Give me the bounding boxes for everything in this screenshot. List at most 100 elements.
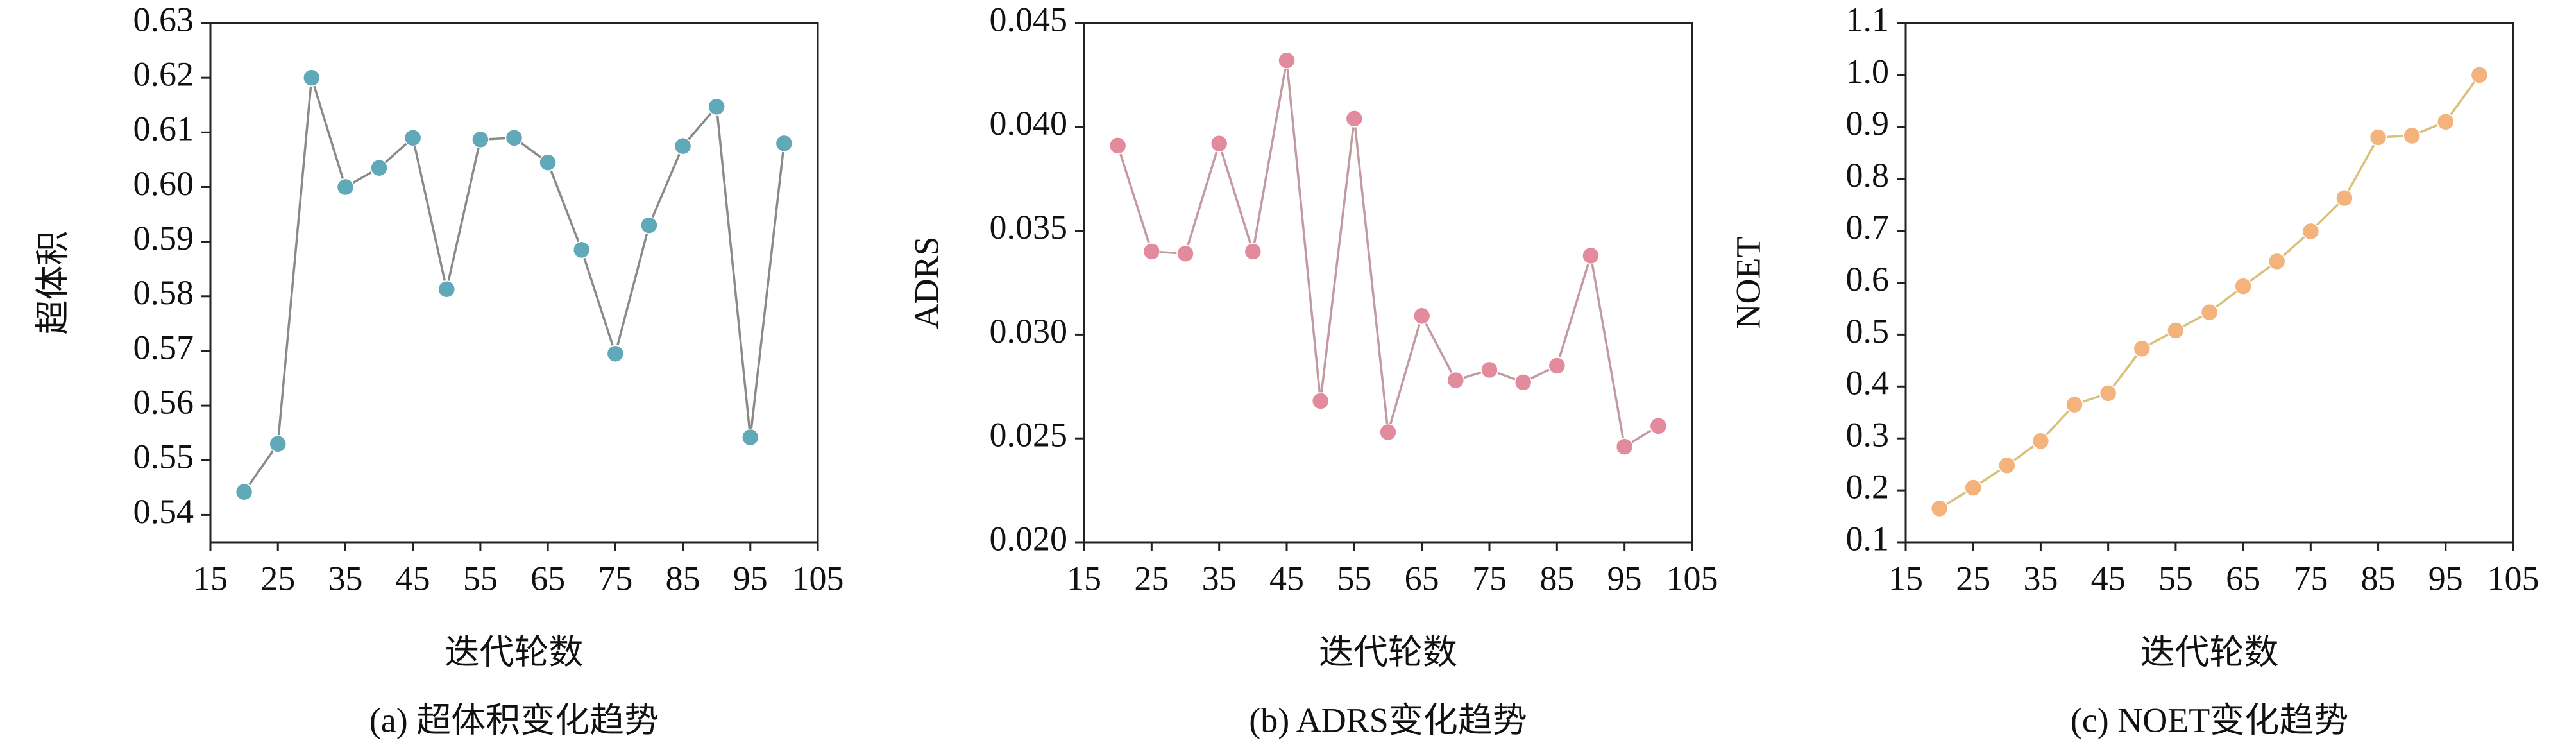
x-tick-label: 35 bbox=[1202, 559, 1237, 597]
data-point bbox=[1345, 110, 1364, 128]
data-point bbox=[2031, 432, 2050, 450]
data-point bbox=[505, 129, 523, 147]
x-tick-label: 25 bbox=[1956, 559, 1990, 597]
data-point bbox=[708, 98, 725, 116]
data-point bbox=[2099, 384, 2117, 402]
data-point bbox=[235, 483, 253, 501]
x-tick-label: 75 bbox=[598, 559, 632, 597]
x-tick-label: 15 bbox=[193, 559, 228, 597]
plot-frame bbox=[1083, 22, 1693, 544]
x-tick-label: 75 bbox=[1472, 559, 1507, 597]
data-point bbox=[303, 69, 321, 87]
y-tick-label: 0.55 bbox=[133, 438, 194, 476]
subplot: 15 25 35 45 55 65 75 85 95 105 0.020 0.025 0.030 0.03… bbox=[907, 0, 1718, 739]
x-tick-label: 45 bbox=[2091, 559, 2126, 597]
y-tick-label: 0.3 bbox=[1846, 416, 1890, 454]
data-point bbox=[1278, 51, 1296, 69]
y-axis-label: 超体积 bbox=[33, 231, 72, 335]
y-tick-label: 0.9 bbox=[1846, 104, 1890, 142]
y-tick-label: 0.63 bbox=[133, 0, 194, 39]
data-point bbox=[640, 216, 658, 234]
y-tick-label: 0.1 bbox=[1846, 519, 1890, 558]
data-line bbox=[1117, 60, 1659, 449]
data-point bbox=[1108, 137, 1127, 155]
y-tick-label: 0.5 bbox=[1846, 312, 1890, 350]
x-tick-label: 45 bbox=[396, 559, 430, 597]
y-tick-label: 0.56 bbox=[133, 382, 194, 421]
data-point bbox=[1412, 307, 1431, 325]
x-tick-label: 55 bbox=[463, 559, 498, 597]
y-axis-label: ADRS bbox=[907, 236, 945, 329]
subplot: 15 25 35 45 55 65 75 85 95 105 0.1 0.2 0.3 0.4 0.5 0.6 0… bbox=[1729, 0, 2539, 739]
subplot: 15 25 35 45 55 65 75 85 95 105 0.54 0.55 0.56 0.57 0.5… bbox=[33, 0, 843, 739]
data-point bbox=[606, 345, 625, 363]
caption: (c) NOET变化趋势 bbox=[2071, 701, 2348, 739]
y-tick-label: 0.045 bbox=[990, 0, 1068, 39]
y-tick-label: 0.2 bbox=[1846, 467, 1890, 506]
data-point bbox=[1311, 392, 1330, 410]
y-tick-label: 0.58 bbox=[133, 273, 194, 312]
x-tick-label: 105 bbox=[1666, 559, 1718, 597]
data-point bbox=[1210, 134, 1228, 153]
x-tick-label: 25 bbox=[1134, 559, 1169, 597]
data-point bbox=[471, 130, 489, 149]
plot-frame bbox=[209, 22, 819, 544]
y-tick-label: 0.030 bbox=[990, 312, 1068, 350]
x-tick-label: 15 bbox=[1067, 559, 1101, 597]
data-point bbox=[1582, 246, 1600, 265]
y-axis-label: NOET bbox=[1729, 237, 1767, 329]
data-point bbox=[370, 159, 388, 177]
y-tick-label: 0.57 bbox=[133, 328, 194, 366]
y-tick-label: 0.025 bbox=[990, 416, 1068, 454]
x-axis-label: 迭代轮数 bbox=[445, 633, 584, 671]
x-tick-label: 85 bbox=[1539, 559, 1574, 597]
data-point bbox=[1998, 456, 2016, 475]
data-point bbox=[1142, 243, 1161, 261]
caption: (b) ADRS变化趋势 bbox=[1249, 701, 1527, 739]
data-point bbox=[2133, 339, 2151, 357]
data-point bbox=[1176, 244, 1194, 262]
x-tick-label: 95 bbox=[1607, 559, 1642, 597]
data-line bbox=[1938, 74, 2480, 510]
y-tick-label: 0.54 bbox=[133, 492, 194, 531]
x-tick-label: 105 bbox=[792, 559, 844, 597]
data-point bbox=[1379, 423, 1397, 441]
data-point bbox=[2267, 252, 2286, 271]
data-point bbox=[2065, 395, 2083, 414]
data-point bbox=[2234, 277, 2252, 295]
data-point bbox=[336, 178, 355, 196]
x-tick-label: 85 bbox=[2361, 559, 2396, 597]
data-point bbox=[741, 428, 759, 447]
y-tick-label: 1.0 bbox=[1846, 52, 1890, 90]
data-point bbox=[1649, 417, 1668, 435]
data-point bbox=[2437, 112, 2455, 131]
data-point bbox=[2369, 128, 2387, 146]
x-tick-label: 65 bbox=[1405, 559, 1439, 597]
data-point bbox=[437, 280, 456, 298]
data-point bbox=[1446, 371, 1465, 390]
data-point bbox=[1964, 479, 1982, 497]
x-tick-label: 35 bbox=[2023, 559, 2058, 597]
data-point bbox=[572, 241, 591, 259]
data-point bbox=[1930, 499, 1949, 518]
data-point bbox=[539, 153, 557, 171]
y-tick-label: 0.4 bbox=[1846, 364, 1890, 402]
data-point bbox=[2470, 66, 2489, 84]
data-point bbox=[2167, 321, 2185, 339]
x-tick-label: 105 bbox=[2487, 559, 2539, 597]
data-point bbox=[1244, 243, 1262, 261]
x-axis-label: 迭代轮数 bbox=[1319, 633, 1457, 671]
y-tick-label: 0.61 bbox=[133, 110, 194, 148]
y-tick-label: 0.020 bbox=[990, 519, 1068, 558]
x-tick-label: 95 bbox=[733, 559, 768, 597]
y-tick-label: 0.035 bbox=[990, 208, 1068, 246]
data-point bbox=[1514, 373, 1532, 391]
x-axis-label: 迭代轮数 bbox=[2140, 633, 2279, 671]
x-tick-label: 55 bbox=[2158, 559, 2193, 597]
data-point bbox=[2335, 189, 2353, 207]
caption: (a) 超体积变化趋势 bbox=[369, 701, 659, 739]
y-tick-label: 0.60 bbox=[133, 164, 194, 203]
x-tick-label: 65 bbox=[2226, 559, 2260, 597]
y-tick-label: 0.8 bbox=[1846, 156, 1890, 194]
